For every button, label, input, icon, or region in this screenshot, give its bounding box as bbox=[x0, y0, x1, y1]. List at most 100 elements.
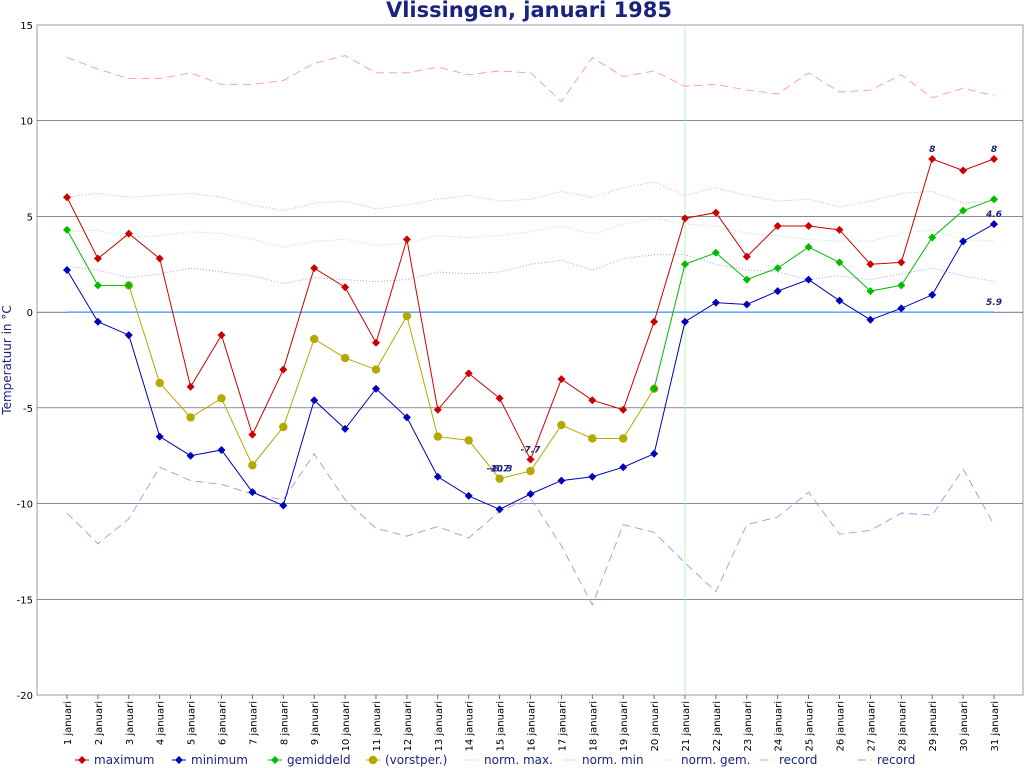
x-tick-label: 19 januari bbox=[619, 701, 630, 752]
series-maximum-point bbox=[835, 225, 844, 234]
series-minimum-point bbox=[248, 488, 257, 497]
x-tick-label: 14 januari bbox=[465, 701, 476, 752]
x-tick-label: 26 januari bbox=[836, 701, 847, 752]
series-maximum-point bbox=[897, 258, 906, 267]
series-minimum-point bbox=[928, 290, 937, 299]
legend-item: norm. max. bbox=[465, 753, 553, 767]
series-gemiddeld-line bbox=[653, 198, 995, 389]
y-tick-label: -20 bbox=[17, 691, 33, 702]
x-tick-label: 10 januari bbox=[341, 701, 352, 752]
series-maximum-point bbox=[310, 264, 319, 273]
legend-item: (vorstper.) bbox=[366, 753, 447, 767]
data-label: -7.7 bbox=[521, 446, 541, 456]
legend-label: minimum bbox=[191, 753, 248, 767]
data-label: 4.6 bbox=[985, 210, 1002, 220]
plot-frame bbox=[36, 24, 1024, 696]
x-tick-label: 7 januari bbox=[248, 701, 259, 745]
series-minimum-point bbox=[63, 266, 71, 275]
series-minimum-point bbox=[464, 491, 473, 500]
x-tick-label: 20 januari bbox=[650, 701, 661, 752]
series-record bbox=[66, 452, 995, 607]
series-gemiddeld bbox=[63, 195, 998, 393]
series-minimum-point bbox=[557, 476, 566, 485]
y-tick-label: 15 bbox=[20, 21, 33, 32]
x-tick-label: 13 januari bbox=[434, 701, 445, 752]
series-norm-gem-line bbox=[66, 217, 995, 248]
series-maximum-point bbox=[372, 338, 380, 347]
series-maximum-point bbox=[495, 394, 504, 403]
series-vorstper-point bbox=[402, 311, 412, 321]
legend-label: gemiddeld bbox=[287, 753, 351, 767]
y-axis-ticks: 15 10 5 0 -5 -10 -15 -20 bbox=[17, 21, 33, 702]
x-tick-label: 21 januari bbox=[681, 701, 692, 752]
x-tick-label: 11 januari bbox=[372, 701, 383, 752]
legend-label: norm. max. bbox=[484, 753, 553, 767]
series-gemiddeld-point bbox=[681, 260, 689, 269]
legend-item: record bbox=[760, 753, 817, 767]
x-tick-label: 15 januari bbox=[496, 701, 507, 752]
legend-item: maximum bbox=[75, 753, 154, 767]
x-tick-label: 24 januari bbox=[774, 701, 785, 752]
series-minimum-point bbox=[372, 384, 380, 393]
x-tick-label: 18 januari bbox=[588, 701, 599, 752]
legend-item: norm. min bbox=[563, 753, 644, 767]
legend: maximum minimum gemiddeld (vorstper.) norm. … bbox=[75, 753, 915, 767]
series-maximum-point bbox=[93, 254, 102, 263]
y-tick-label: -5 bbox=[23, 404, 33, 415]
series-maximum-point bbox=[464, 369, 473, 378]
x-tick-label: 29 januari bbox=[928, 701, 939, 752]
x-tick-label: 2 januari bbox=[94, 701, 105, 745]
series-maximum-point bbox=[804, 222, 813, 230]
series-layer bbox=[63, 55, 998, 607]
legend-swatch-point bbox=[368, 755, 378, 765]
x-tick-label: 16 januari bbox=[527, 701, 538, 752]
series-maximum-point bbox=[217, 331, 226, 340]
series-maximum-point bbox=[433, 405, 442, 414]
y-tick-label: 0 bbox=[27, 308, 33, 319]
data-label: -10.3 bbox=[487, 465, 513, 475]
series-gemiddeld-point bbox=[990, 195, 998, 204]
series-maximum-point bbox=[959, 166, 968, 175]
legend-label: norm. gem. bbox=[681, 753, 751, 767]
y-tick-label: 10 bbox=[20, 117, 33, 128]
series-minimum-point bbox=[619, 463, 628, 472]
series-maximum-point bbox=[526, 455, 535, 464]
x-tick-label: 31 januari bbox=[990, 701, 1001, 752]
x-tick-label: 28 januari bbox=[897, 701, 908, 752]
y-tick-label: -15 bbox=[17, 595, 33, 606]
legend-item: gemiddeld bbox=[268, 753, 351, 767]
legend-item: record bbox=[858, 753, 915, 767]
series-maximum-point bbox=[248, 430, 257, 439]
series-minimum-point bbox=[990, 220, 998, 229]
x-tick-label: 27 januari bbox=[866, 701, 877, 752]
series-vorstper-point bbox=[248, 461, 257, 470]
series-maximum-point bbox=[402, 235, 411, 244]
x-tick-label: 4 januari bbox=[156, 701, 167, 745]
series-gemiddeld-point bbox=[959, 206, 968, 215]
series-minimum-point bbox=[341, 424, 350, 433]
legend-label: (vorstper.) bbox=[385, 753, 447, 767]
data-label: -8.7 bbox=[490, 465, 510, 475]
series-minimum-point bbox=[959, 237, 968, 246]
series-minimum-point bbox=[835, 296, 844, 305]
series-maximum-point bbox=[341, 283, 350, 292]
legend-swatch-point bbox=[271, 756, 279, 764]
series-minimum-point bbox=[433, 472, 442, 481]
series-minimum-point bbox=[93, 317, 102, 326]
series-vorstper-point bbox=[340, 353, 350, 363]
series-vorstper-point bbox=[433, 432, 442, 441]
series-maximum-point bbox=[990, 155, 998, 163]
y-axis-label: Temperatuur in °C bbox=[0, 305, 14, 415]
series-gemiddeld-point bbox=[928, 233, 937, 242]
legend-item: norm. gem. bbox=[662, 753, 751, 767]
series-maximum-point bbox=[773, 222, 782, 230]
series-vorstper-point bbox=[526, 466, 535, 476]
series-maximum-point bbox=[124, 229, 133, 238]
series-maximum-point bbox=[928, 155, 937, 163]
series-minimum-point bbox=[186, 451, 195, 460]
series-record bbox=[66, 55, 995, 103]
y-tick-label: -10 bbox=[17, 500, 33, 511]
x-tick-label: 9 januari bbox=[310, 701, 321, 745]
x-tick-label: 3 januari bbox=[125, 701, 136, 745]
